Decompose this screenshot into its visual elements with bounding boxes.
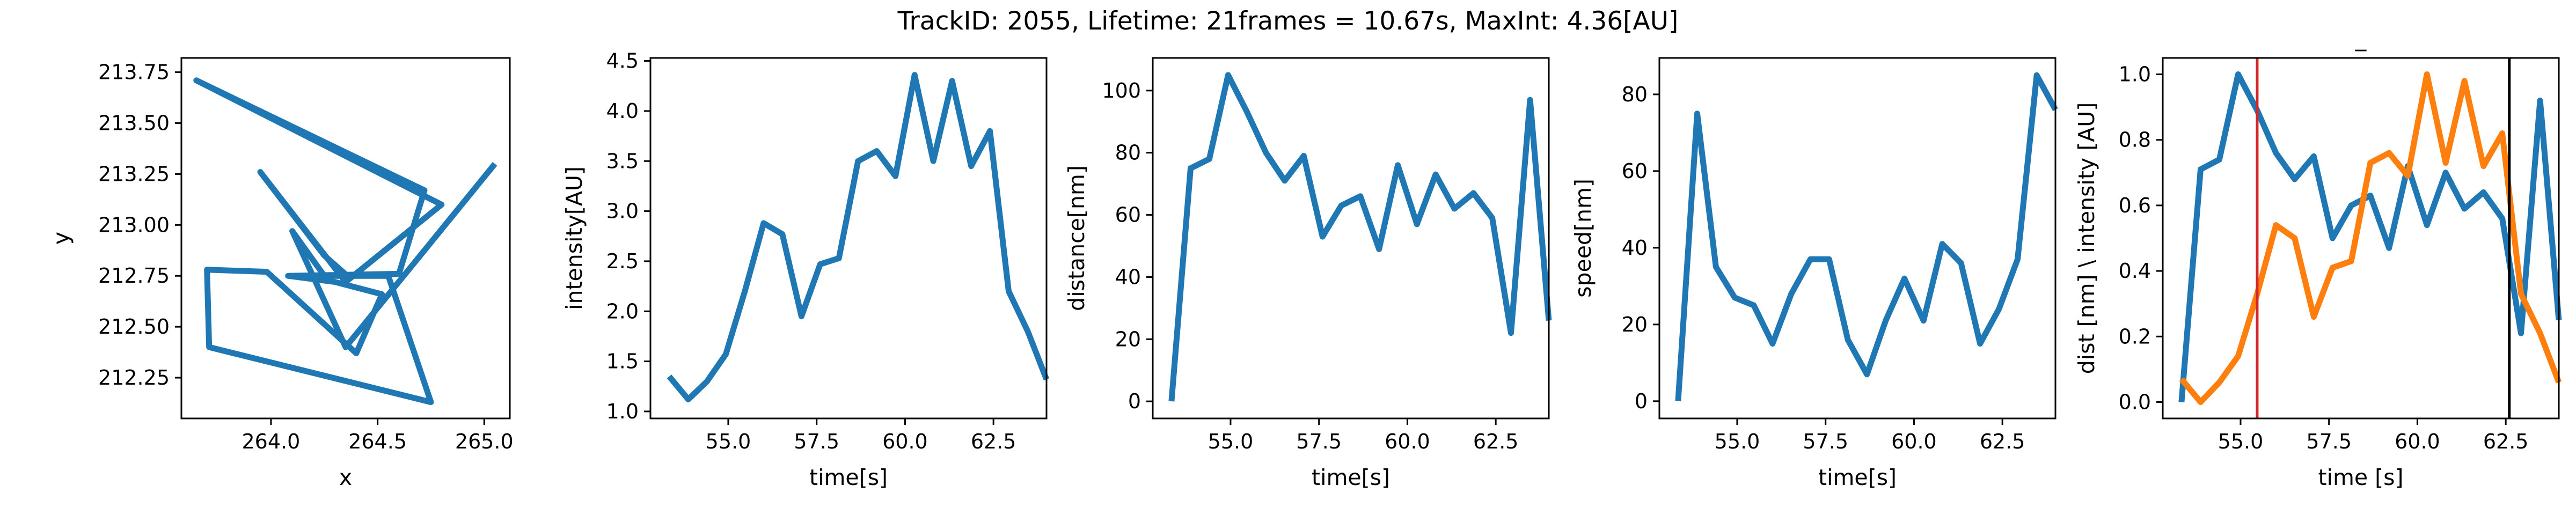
x-tick-label: 55.0 [706, 430, 751, 453]
y-tick-label: 3.5 [606, 149, 639, 173]
series-line-1 [1168, 72, 1552, 402]
y-tick-label: 3.0 [606, 200, 639, 223]
y-tick-label: 0 [1635, 389, 1648, 413]
y-tick-label: 0.4 [2119, 259, 2151, 283]
x-tick-label: 62.5 [971, 430, 1016, 453]
y-tick-label: 212.75 [98, 264, 170, 288]
y-tick-label: 40 [1622, 236, 1648, 260]
x-axis-label: x [339, 465, 352, 490]
y-tick-label: 4.0 [606, 99, 639, 123]
y-tick-label: 60 [1115, 203, 1141, 227]
y-axis-label: intensity[AU] [561, 166, 587, 310]
x-tick-label: 264.0 [242, 430, 301, 453]
series-line-1 [1675, 72, 2058, 402]
x-tick-label: 60.0 [2395, 430, 2440, 453]
y-tick-label: 60 [1622, 159, 1648, 183]
series-line-2 [2179, 71, 2562, 405]
x-tick-label: 60.0 [1891, 430, 1937, 453]
y-tick-label: 1.5 [606, 350, 639, 373]
x-axis-label: time [s] [2318, 465, 2403, 490]
chart-panel-5: 55.0 57.5 60.0 62.5 0.0 0.2 0.4 0.6 0.8 1.0 time [… [2074, 26, 2562, 490]
y-tick-label: 213.75 [98, 61, 170, 84]
x-axis-label: time[s] [1312, 465, 1390, 490]
chart-panel-3: 55.0 57.5 60.0 62.5 0 20 40 60 80 100 time[s] dista… [1064, 57, 1552, 490]
series-line-1 [2178, 71, 2562, 402]
y-tick-label: 80 [1622, 83, 1648, 106]
chart-panel-2: 55.0 57.5 60.0 62.5 1.0 1.5 2.0 2.5 3.0 3.5 4.0 4.5… [561, 49, 1050, 490]
series-line-1 [193, 77, 497, 406]
figure-suptitle: TrackID: 2055, Lifetime: 21frames = 10.6… [897, 6, 1679, 36]
y-tick-label: 212.50 [98, 315, 170, 339]
y-tick-label: 1.0 [2119, 63, 2151, 86]
y-tick-label: 213.25 [98, 162, 170, 186]
y-tick-label: 2.5 [606, 249, 639, 273]
chart-panel-1: 264.0 264.5 265.0 212.25 212.50 212.75 213.00 2… [48, 57, 514, 490]
y-tick-label: 40 [1115, 265, 1141, 289]
y-axis-label: distance[nm] [1064, 165, 1089, 311]
x-tick-label: 264.5 [348, 430, 407, 453]
x-tick-label: 62.5 [2483, 430, 2529, 453]
y-tick-label: 213.00 [98, 213, 170, 237]
y-tick-label: 2.0 [606, 299, 639, 323]
y-tick-label: 20 [1115, 327, 1141, 351]
y-axis-label: y [48, 232, 74, 245]
y-axis-label: speed[nm] [1570, 179, 1596, 298]
x-tick-label: 62.5 [1473, 430, 1519, 453]
y-tick-label: 212.25 [98, 366, 170, 389]
chart-title: _ [2355, 26, 2367, 52]
x-tick-label: 57.5 [794, 430, 839, 453]
x-tick-label: 55.0 [2218, 430, 2264, 453]
y-tick-label: 4.5 [606, 49, 639, 73]
x-tick-label: 57.5 [1296, 430, 1342, 453]
chart-panel-4: 55.0 57.5 60.0 62.5 0 20 40 60 80 time[s] speed[nm… [1570, 57, 2058, 490]
x-tick-label: 57.5 [2306, 430, 2352, 453]
y-tick-label: 80 [1115, 141, 1141, 165]
y-tick-label: 0.6 [2119, 194, 2151, 217]
axes-frame [1152, 57, 1550, 420]
x-axis-label: time[s] [809, 465, 888, 490]
series-line-1 [667, 72, 1050, 402]
x-tick-label: 60.0 [1385, 430, 1430, 453]
x-tick-label: 55.0 [1208, 430, 1254, 453]
x-tick-label: 55.0 [1715, 430, 1760, 453]
y-tick-label: 0.8 [2119, 128, 2151, 152]
axes-frame [649, 57, 1048, 420]
axes-frame [1658, 57, 2057, 420]
x-tick-label: 60.0 [882, 430, 928, 453]
y-tick-label: 20 [1622, 313, 1648, 336]
axes-frame [2162, 57, 2560, 420]
x-tick-label: 57.5 [1803, 430, 1848, 453]
x-tick-label: 62.5 [1980, 430, 2025, 453]
y-tick-label: 100 [1102, 79, 1141, 102]
y-tick-label: 0 [1128, 389, 1141, 413]
axes-frame [180, 57, 511, 420]
x-axis-label: time[s] [1818, 465, 1897, 490]
y-axis-label: dist [nm] \ intensity [AU] [2074, 102, 2099, 374]
y-tick-label: 0.0 [2119, 390, 2151, 414]
x-tick-label: 265.0 [455, 430, 514, 453]
y-tick-label: 213.50 [98, 111, 170, 135]
y-tick-label: 0.2 [2119, 325, 2151, 348]
y-tick-label: 1.0 [606, 400, 639, 423]
